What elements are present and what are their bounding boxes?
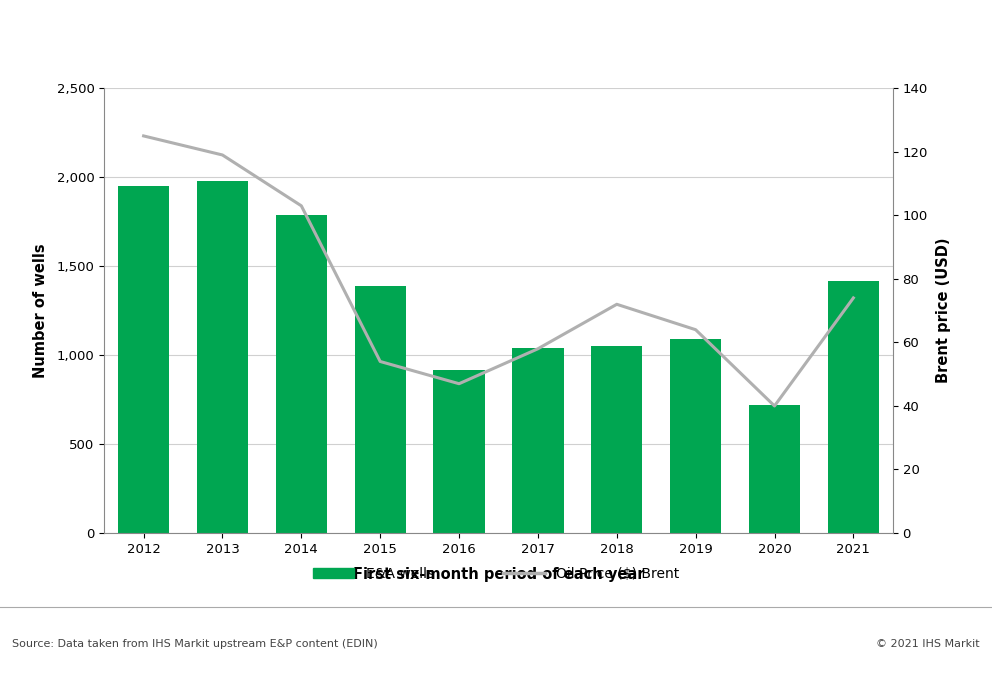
Bar (196, 181, 248, 533)
Bar (591, 346, 643, 533)
Bar (434, 370, 485, 533)
Y-axis label: Brent price (USD): Brent price (USD) (936, 238, 951, 384)
Bar (512, 348, 563, 533)
Bar (118, 186, 170, 533)
Text: Source: Data taken from IHS Markit upstream E&P content (EDIN): Source: Data taken from IHS Markit upstr… (12, 639, 378, 649)
Text: Figure 1 - number of E&A wells over first six months of each year: Figure 1 - number of E&A wells over firs… (13, 28, 704, 47)
Bar (749, 405, 801, 533)
Text: © 2021 IHS Markit: © 2021 IHS Markit (877, 639, 980, 649)
Legend: E&A wells, Oil Price ($) Brent: E&A wells, Oil Price ($) Brent (308, 562, 684, 586)
Bar (670, 339, 721, 533)
Bar (354, 286, 406, 533)
Y-axis label: Number of wells: Number of wells (33, 243, 49, 378)
Bar (276, 215, 327, 533)
Bar (827, 281, 879, 533)
X-axis label: First six-month period of each year: First six-month period of each year (353, 567, 644, 582)
